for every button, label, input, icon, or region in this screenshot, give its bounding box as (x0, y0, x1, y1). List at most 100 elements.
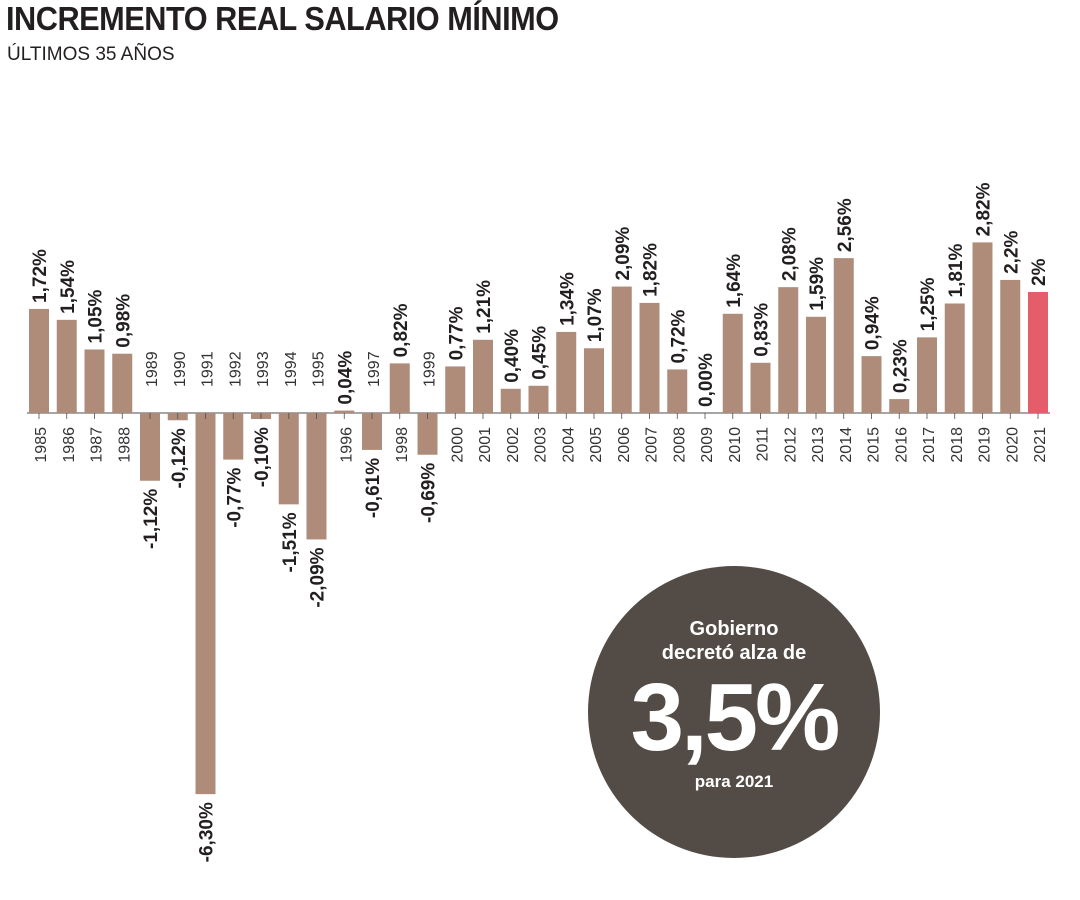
year-label-2014: 2014 (838, 427, 855, 463)
value-label-1997: -0,61% (363, 458, 384, 518)
value-label-1991: -6,30% (197, 802, 218, 862)
year-label-2001: 2001 (477, 427, 494, 463)
year-label-2019: 2019 (977, 427, 994, 463)
year-label-2013: 2013 (810, 427, 827, 463)
year-label-1985: 1985 (33, 427, 50, 463)
bar-1991 (195, 413, 216, 795)
year-label-2016: 2016 (893, 427, 910, 463)
value-label-2003: 0,45% (530, 326, 551, 380)
bar-2005 (584, 348, 604, 413)
bar-2017 (917, 337, 937, 413)
bar-1999 (417, 413, 438, 455)
value-label-2016: 0,23% (890, 339, 911, 393)
value-label-2004: 1,34% (557, 272, 578, 326)
bar-2021 (1028, 292, 1048, 413)
value-label-2017: 1,25% (918, 277, 939, 331)
year-label-2004: 2004 (560, 427, 577, 463)
year-label-1987: 1987 (89, 427, 106, 463)
bar-2010 (722, 313, 743, 413)
value-label-1992: -0,77% (224, 467, 245, 527)
bar-1989 (140, 413, 160, 481)
value-label-1986: 1,54% (58, 260, 79, 314)
callout-line3: para 2021 (694, 772, 774, 791)
year-label-2018: 2018 (949, 427, 966, 463)
value-label-1988: 0,98% (113, 294, 134, 348)
year-label-2002: 2002 (505, 427, 522, 463)
bar-1996 (334, 410, 355, 413)
bar-2002 (500, 388, 521, 413)
value-label-2020: 2,2% (1001, 230, 1022, 273)
value-label-1994: -1,51% (280, 512, 301, 572)
callout-bubble: Gobierno decretó alza de 3,5% para 2021 (588, 566, 880, 858)
bar-1998 (389, 363, 410, 413)
value-label-2019: 2,82% (974, 182, 995, 236)
bar-2011 (750, 362, 771, 413)
value-label-1990: -0,12% (169, 428, 190, 488)
bar-2012 (778, 287, 799, 413)
value-label-2002: 0,40% (502, 329, 523, 383)
year-label-2010: 2010 (727, 427, 744, 463)
year-label-2009: 2009 (699, 427, 716, 463)
value-label-1996: 0,04% (335, 351, 356, 405)
year-label-2003: 2003 (533, 427, 550, 463)
value-label-2021: 2% (1029, 258, 1050, 286)
year-label-2011: 2011 (755, 427, 772, 462)
bar-2006 (611, 286, 632, 413)
year-label-1999: 1999 (422, 351, 439, 387)
bar-2014 (833, 258, 854, 413)
bar-1994 (278, 413, 299, 505)
value-label-2009: 0,00% (696, 353, 717, 407)
bar-2008 (667, 369, 688, 413)
callout-value: 3,5% (630, 664, 841, 771)
year-label-2012: 2012 (782, 427, 799, 463)
bar-1985 (29, 308, 49, 413)
value-label-1995: -2,09% (308, 547, 329, 607)
value-label-2013: 1,59% (807, 257, 828, 311)
value-label-2008: 0,72% (668, 309, 689, 363)
value-label-1999: -0,69% (419, 463, 440, 523)
bar-2003 (528, 385, 549, 413)
value-label-1985: 1,72% (30, 249, 51, 303)
year-label-2021: 2021 (1032, 427, 1049, 463)
callout-line1: Gobierno (689, 618, 779, 640)
value-label-2015: 0,94% (863, 296, 884, 350)
value-label-2010: 1,64% (724, 254, 745, 308)
bar-2015 (861, 356, 882, 413)
bar-1988 (112, 353, 133, 413)
year-label-2006: 2006 (616, 427, 633, 463)
bar-2004 (556, 331, 577, 413)
value-label-1993: -0,10% (252, 427, 273, 487)
value-label-2014: 2,56% (835, 198, 856, 252)
year-label-2000: 2000 (449, 427, 466, 463)
bar-2007 (639, 302, 660, 413)
year-label-2005: 2005 (588, 427, 605, 463)
bar-2019 (972, 242, 993, 413)
value-label-2012: 2,08% (779, 227, 800, 281)
year-label-1988: 1988 (116, 427, 133, 463)
chart-subtitle: ÚLTIMOS 35 AÑOS (7, 44, 175, 65)
year-label-2008: 2008 (671, 427, 688, 463)
bar-1987 (84, 349, 105, 413)
value-label-2006: 2,09% (613, 227, 634, 281)
bar-2013 (806, 316, 826, 413)
bar-2016 (889, 399, 910, 413)
value-label-2005: 1,07% (585, 288, 606, 342)
year-label-2020: 2020 (1004, 427, 1021, 463)
year-label-1986: 1986 (61, 427, 78, 463)
value-label-1998: 0,82% (391, 303, 412, 357)
year-label-2017: 2017 (921, 427, 938, 463)
value-label-2007: 1,82% (641, 243, 662, 297)
chart-title: INCREMENTO REAL SALARIO MÍNIMO (6, 0, 559, 37)
year-label-1997: 1997 (366, 351, 383, 387)
bar-2018 (944, 303, 965, 413)
year-label-1996: 1996 (338, 427, 355, 463)
bar-1986 (56, 319, 77, 413)
year-label-1994: 1994 (283, 351, 300, 387)
bar-2001 (473, 339, 493, 413)
value-label-1989: -1,12% (141, 489, 162, 549)
bar-2020 (1000, 279, 1021, 413)
year-label-1990: 1990 (172, 351, 189, 387)
year-label-2007: 2007 (644, 427, 661, 463)
year-label-1993: 1993 (255, 351, 272, 387)
